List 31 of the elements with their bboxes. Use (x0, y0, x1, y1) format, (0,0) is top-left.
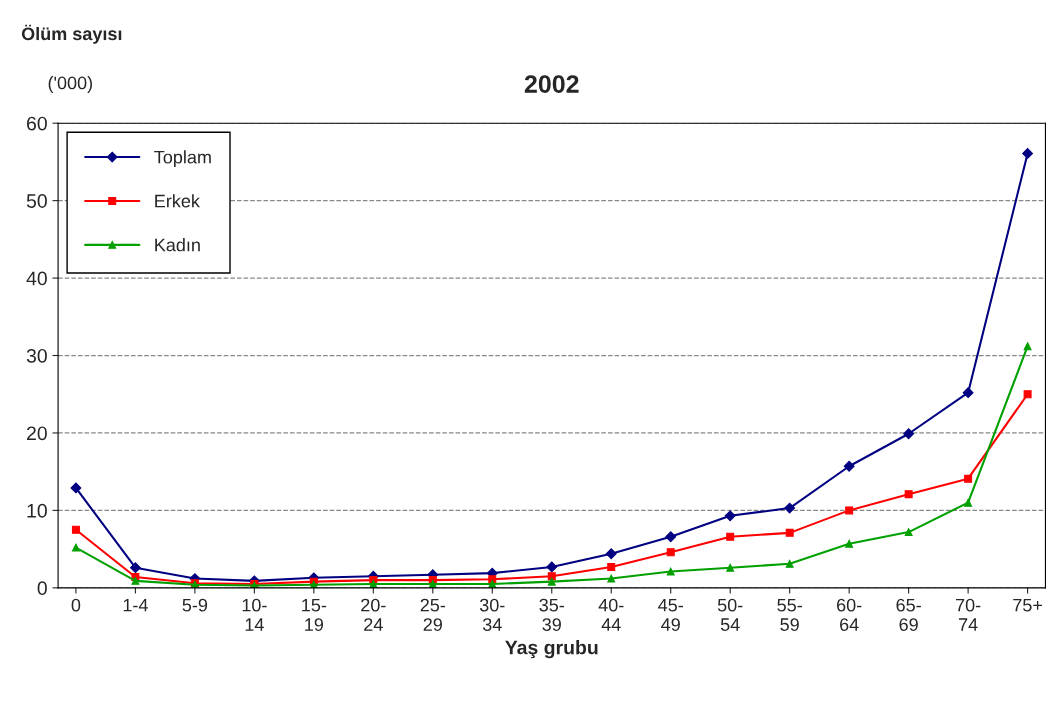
x-tick-label: 20- 24 (361, 598, 386, 631)
x-axis-title: Yaş grubu (505, 640, 598, 659)
x-tick-label: 30- 34 (479, 598, 505, 631)
x-tick-label: 70- 74 (956, 598, 981, 631)
text: ('000) (48, 76, 92, 93)
x-tick-label: 50- 54 (717, 598, 743, 631)
x-tick-label: 35- 39 (539, 598, 565, 631)
x-tick-label: 10- 14 (242, 598, 267, 631)
y-tick-label: 10 (27, 503, 47, 518)
y-tick-label: 0 (37, 581, 47, 596)
chart-title: 2002 (524, 75, 579, 93)
y-tick-label: 30 (26, 348, 47, 363)
y-axis-title: Ölüm sayısı (21, 24, 122, 44)
y-tick-label: 60 (27, 116, 47, 131)
x-tick-label: 65- 69 (896, 598, 921, 631)
x-tick-label: 60- 64 (837, 598, 862, 631)
x-tick-label: 0 (71, 598, 81, 612)
x-tick-label: 25- 29 (420, 598, 446, 631)
y-tick-label: 50 (26, 194, 47, 208)
legend-label: Toplam (154, 150, 211, 168)
x-tick-label: 55- 59 (777, 598, 802, 631)
legend-label: Kadın (155, 238, 200, 252)
x-tick-label: 45- 49 (658, 598, 683, 631)
y-tick-label: 40 (26, 271, 47, 286)
x-tick-label: 15- 19 (302, 598, 327, 631)
legend-label: Erkek (155, 194, 200, 208)
y-tick-label: 20 (27, 426, 47, 441)
x-tick-label: 1-4 (123, 598, 148, 612)
x-tick-label: 5-9 (182, 598, 208, 612)
x-tick-label: 75+ (1013, 598, 1043, 612)
x-tick-label: 40- 44 (598, 598, 624, 631)
